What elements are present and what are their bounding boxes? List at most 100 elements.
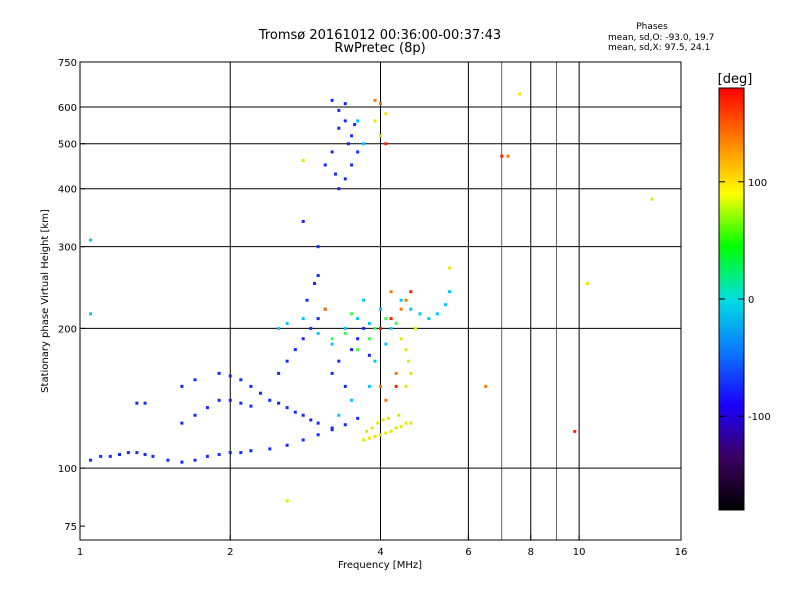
data-point — [316, 421, 320, 425]
data-point — [379, 102, 382, 106]
data-point — [305, 298, 309, 302]
data-point — [350, 134, 354, 138]
y-tick-label: 500 — [58, 140, 77, 151]
y-tick-label: 400 — [58, 185, 77, 196]
data-point — [268, 447, 272, 451]
data-point — [277, 401, 281, 405]
x-tick-label: 10 — [573, 547, 586, 558]
data-point — [427, 317, 431, 321]
data-point — [384, 142, 388, 146]
y-tick-label: 750 — [58, 58, 77, 69]
data-point — [285, 406, 289, 410]
data-point — [399, 307, 403, 311]
data-point — [217, 452, 221, 456]
x-axis-ticks: 1 2 4 6 8 10 16 — [77, 535, 687, 558]
data-point — [373, 434, 377, 438]
data-point — [409, 371, 413, 375]
data-point — [301, 413, 305, 417]
data-point — [118, 452, 122, 456]
data-point — [330, 428, 334, 432]
data-point — [323, 163, 327, 167]
x-tick-label: 4 — [377, 547, 383, 558]
data-point — [343, 423, 347, 427]
data-point — [386, 416, 390, 420]
data-point — [389, 326, 393, 330]
data-point — [89, 458, 93, 462]
data-point — [394, 426, 398, 430]
data-points — [89, 92, 654, 503]
data-point — [506, 154, 510, 158]
data-point — [330, 337, 334, 341]
data-point — [444, 303, 448, 307]
data-point — [650, 197, 654, 201]
phase-stats-o-mode: mean, sd,O: -93.0, 19.7 — [608, 33, 715, 43]
data-point — [346, 142, 350, 146]
data-point — [343, 102, 347, 106]
data-point — [362, 438, 366, 442]
data-point — [399, 337, 403, 341]
data-point — [285, 321, 289, 325]
grid-lines — [80, 62, 681, 540]
data-point — [404, 384, 408, 388]
data-point — [249, 404, 253, 408]
data-point — [350, 312, 354, 316]
y-axis-label: Stationary phase Virtual Height [km] — [40, 209, 51, 393]
x-axis-label: Frequency [MHz] — [338, 560, 422, 571]
data-point — [413, 326, 417, 330]
data-point — [404, 421, 408, 425]
data-point — [343, 177, 347, 181]
data-point — [435, 312, 439, 316]
data-point — [277, 371, 281, 375]
data-point — [370, 426, 374, 430]
data-point — [337, 126, 341, 130]
data-point — [316, 317, 320, 321]
data-point — [394, 371, 398, 375]
data-point — [312, 281, 316, 285]
data-point — [379, 433, 382, 437]
colorbar-tick-label: -100 — [748, 412, 771, 423]
data-point — [316, 274, 320, 278]
data-point — [337, 108, 341, 112]
data-point — [399, 298, 403, 302]
data-point — [301, 219, 305, 223]
data-point — [356, 119, 360, 123]
data-point — [337, 359, 341, 363]
x-tick-label: 1 — [77, 547, 83, 558]
data-point — [193, 458, 197, 462]
data-point — [586, 281, 590, 285]
data-point — [406, 359, 410, 363]
data-point — [330, 98, 334, 102]
data-point — [384, 398, 388, 402]
data-point — [135, 401, 139, 405]
data-point — [381, 418, 385, 422]
data-point — [500, 154, 504, 158]
data-point — [316, 332, 320, 336]
data-point — [166, 458, 170, 462]
phase-stats-heading: Phases — [636, 22, 668, 32]
data-point — [379, 384, 382, 388]
x-tick-label: 8 — [528, 547, 534, 558]
data-point — [389, 317, 393, 321]
data-point — [143, 452, 147, 456]
data-point — [228, 398, 232, 402]
data-point — [379, 134, 382, 138]
data-point — [343, 326, 347, 330]
data-point — [384, 112, 388, 116]
data-point — [409, 421, 413, 425]
y-tick-label: 200 — [58, 324, 77, 335]
data-point — [330, 342, 334, 346]
data-point — [135, 451, 139, 455]
data-point — [285, 499, 289, 503]
colorbar-ticks: -100 0 100 — [719, 178, 771, 423]
data-point — [409, 307, 413, 311]
data-point — [293, 348, 297, 352]
data-point — [309, 326, 313, 330]
data-point — [367, 436, 371, 440]
data-point — [350, 163, 354, 167]
y-tick-label: 100 — [58, 464, 77, 475]
colorbar-tick-label: 100 — [748, 178, 767, 189]
data-point — [180, 384, 184, 388]
data-point — [350, 348, 354, 352]
data-point — [484, 384, 488, 388]
